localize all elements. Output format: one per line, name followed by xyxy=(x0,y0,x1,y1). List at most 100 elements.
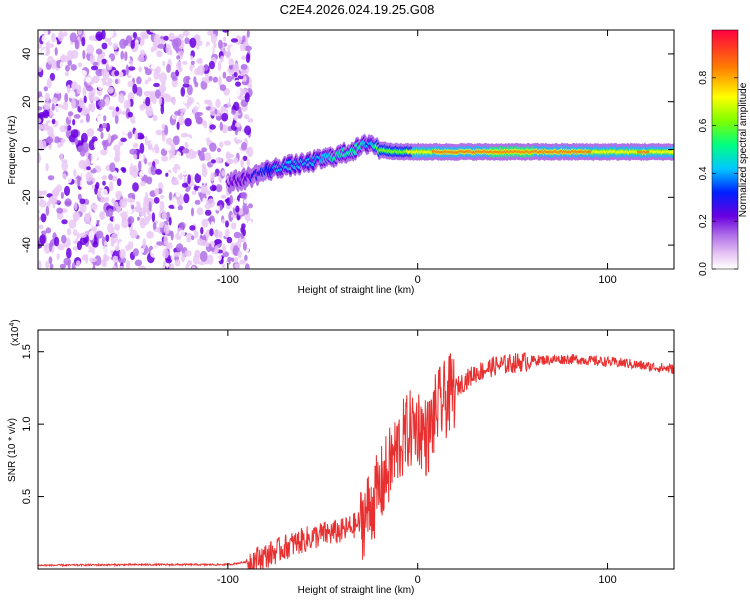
noise-speck xyxy=(103,140,108,151)
noise-speck xyxy=(92,177,96,184)
noise-speck xyxy=(62,55,70,63)
x-tick-label: 100 xyxy=(598,574,616,586)
noise-speck xyxy=(159,72,167,83)
noise-speck xyxy=(47,175,55,181)
noise-speck xyxy=(214,248,219,253)
noise-speck xyxy=(139,170,145,177)
noise-speck xyxy=(95,230,104,239)
colorbar-tick-label: 0.0 xyxy=(698,262,709,276)
noise-speck xyxy=(153,69,160,80)
noise-speckle xyxy=(38,30,254,269)
noise-speck xyxy=(74,201,78,211)
noise-speck xyxy=(127,99,131,109)
noise-speck xyxy=(39,234,46,245)
noise-speck xyxy=(205,45,213,56)
noise-speck xyxy=(160,194,165,199)
noise-speck xyxy=(66,228,72,236)
noise-speck xyxy=(198,57,203,65)
noise-speck xyxy=(201,163,206,170)
noise-speck xyxy=(89,54,95,64)
noise-speck xyxy=(143,90,151,97)
noise-speck xyxy=(45,260,50,269)
noise-speck xyxy=(231,257,235,262)
noise-speck xyxy=(180,108,187,113)
noise-speck xyxy=(54,47,58,56)
noise-speck xyxy=(78,224,84,231)
noise-speck xyxy=(120,137,127,142)
noise-speck xyxy=(57,243,65,251)
noise-speck xyxy=(90,203,98,210)
noise-speck xyxy=(145,191,148,203)
noise-speck xyxy=(118,256,127,264)
noise-speck xyxy=(41,35,50,43)
noise-speck xyxy=(74,137,79,146)
noise-speck xyxy=(107,86,115,94)
noise-speck xyxy=(116,205,122,214)
noise-speck xyxy=(180,165,189,176)
noise-speck xyxy=(118,241,124,250)
noise-speck xyxy=(77,175,81,187)
noise-speck xyxy=(213,43,217,48)
noise-speck xyxy=(222,244,226,254)
noise-speck xyxy=(38,124,44,130)
snr-line xyxy=(38,352,674,569)
noise-speck xyxy=(114,70,120,77)
noise-speck xyxy=(174,259,181,267)
noise-speck xyxy=(102,122,108,129)
noise-speck xyxy=(199,250,208,262)
noise-speck xyxy=(54,136,60,144)
noise-speck xyxy=(79,198,86,205)
noise-speck xyxy=(91,136,98,143)
noise-speck xyxy=(90,164,94,170)
noise-speck xyxy=(104,84,108,92)
noise-speck xyxy=(125,64,129,75)
noise-speck xyxy=(216,147,222,153)
noise-speck xyxy=(181,182,189,188)
noise-speck xyxy=(225,204,232,210)
noise-speck xyxy=(74,39,80,50)
noise-speck xyxy=(79,232,87,238)
y-tick-label: 40 xyxy=(21,48,33,60)
noise-speck xyxy=(218,39,223,49)
noise-speck xyxy=(198,187,202,193)
noise-speck xyxy=(187,139,195,146)
noise-speck xyxy=(114,115,119,124)
noise-speck xyxy=(144,158,148,165)
noise-speck xyxy=(150,63,158,70)
noise-speck xyxy=(77,62,83,68)
noise-speck xyxy=(127,216,135,225)
noise-speck xyxy=(203,120,208,129)
noise-speck xyxy=(183,215,188,224)
noise-speck xyxy=(132,142,139,149)
noise-speck xyxy=(117,215,122,225)
noise-speck xyxy=(202,132,207,138)
noise-speck xyxy=(244,254,248,261)
noise-speck xyxy=(214,108,218,115)
noise-speck xyxy=(160,104,165,115)
noise-speck xyxy=(99,210,106,221)
noise-speck xyxy=(209,132,213,141)
noise-speck xyxy=(118,113,126,120)
noise-speck xyxy=(137,55,145,62)
noise-speck xyxy=(45,205,50,216)
colorbar-label: Normalized spectral amplitude xyxy=(738,82,749,217)
noise-speck xyxy=(150,46,155,53)
noise-speck xyxy=(77,193,82,201)
noise-speck xyxy=(83,95,87,104)
chart-title: C2E4.2026.024.19.25.G08 xyxy=(280,2,435,17)
noise-speck xyxy=(233,101,240,112)
noise-speck xyxy=(238,207,244,216)
noise-speck xyxy=(138,66,142,73)
noise-speck xyxy=(233,62,240,73)
noise-speck xyxy=(56,207,64,214)
noise-speck xyxy=(38,96,45,106)
noise-speck xyxy=(76,84,82,95)
noise-speck xyxy=(134,259,143,267)
noise-speck xyxy=(131,164,137,172)
noise-speck xyxy=(210,221,215,230)
noise-speck xyxy=(132,32,138,39)
noise-speck xyxy=(154,143,159,154)
noise-speck xyxy=(64,92,69,103)
noise-speck xyxy=(63,257,71,266)
